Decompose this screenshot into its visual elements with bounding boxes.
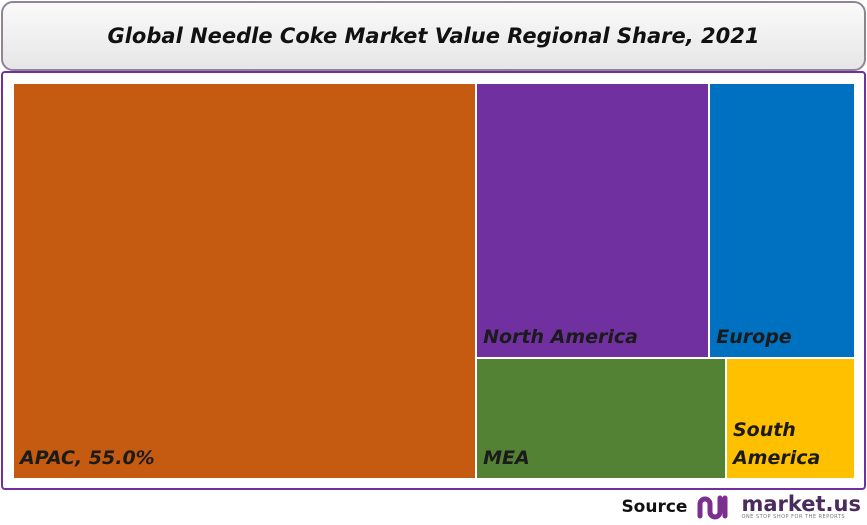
title-box: Global Needle Coke Market Value Regional…	[1, 1, 866, 71]
source: Source market.us ONE STOP SHOP FOR THE R…	[621, 492, 861, 522]
source-label: Source	[621, 497, 688, 517]
tile: APAC, 55.0%	[13, 83, 477, 479]
tile-label: MEA	[483, 446, 530, 469]
brand-name: market.us	[741, 492, 861, 516]
tile-label: South America	[732, 418, 821, 469]
brand-tagline: ONE STOP SHOP FOR THE REPORTS	[741, 514, 845, 520]
tile-label: North America	[483, 325, 638, 348]
logo-icon	[697, 495, 728, 520]
brand: market.us ONE STOP SHOP FOR THE REPORTS	[741, 494, 861, 520]
chart-title: Global Needle Coke Market Value Regional…	[107, 24, 760, 48]
tile: MEA	[476, 357, 726, 479]
tile-label: Europe	[716, 325, 792, 348]
tile-label: APAC, 55.0%	[20, 447, 155, 469]
tile: North America	[476, 83, 710, 358]
treemap: APAC, 55.0% North America Europe MEA South A…	[13, 83, 855, 479]
tile: South America	[725, 357, 855, 479]
tile: Europe	[709, 83, 855, 358]
chart-frame: APAC, 55.0% North America Europe MEA South A…	[1, 71, 866, 490]
